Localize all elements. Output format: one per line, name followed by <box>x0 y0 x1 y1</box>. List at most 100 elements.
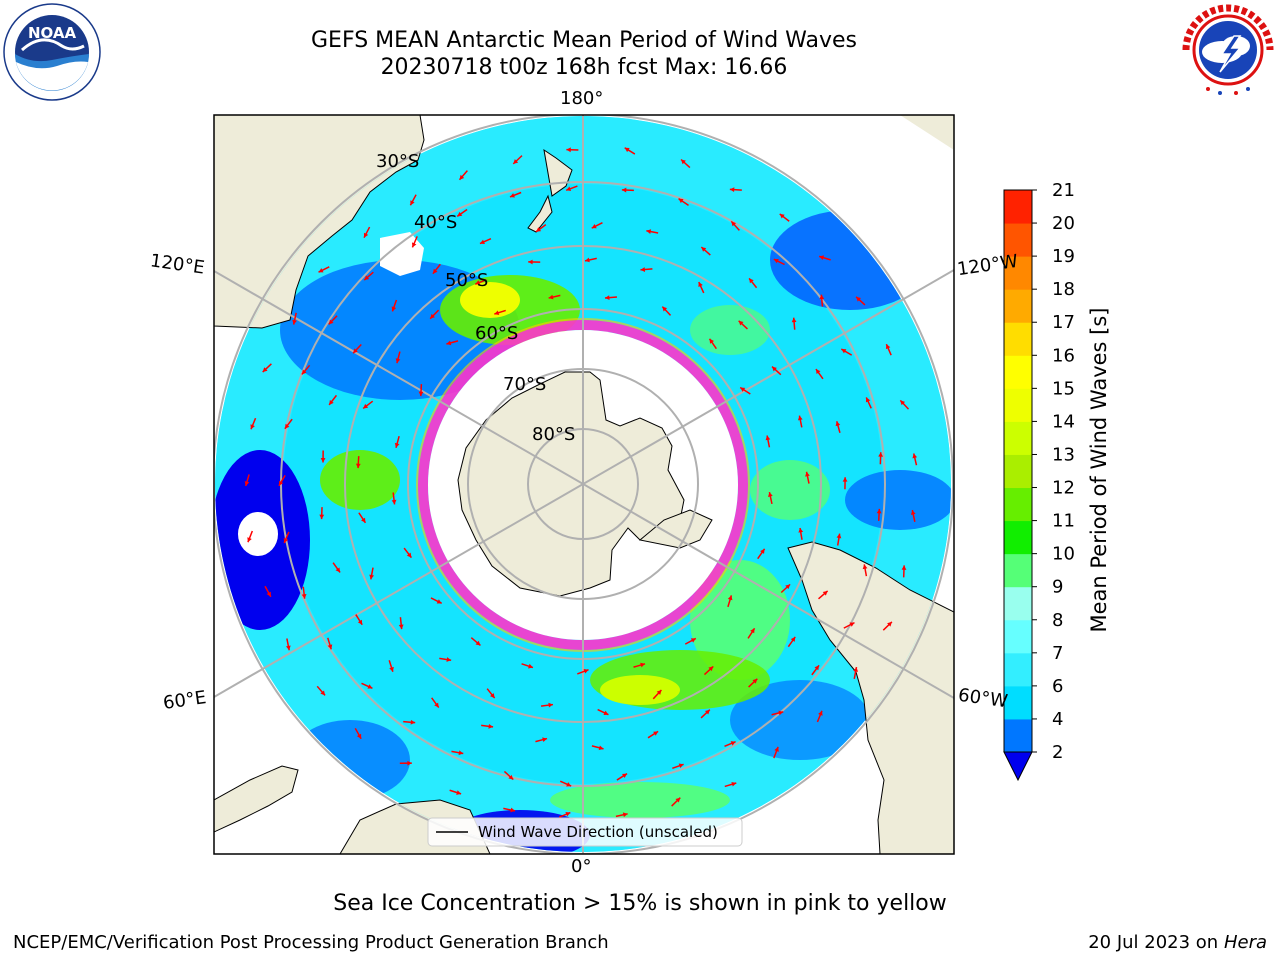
wind-wave-arrowhead <box>887 621 892 627</box>
wind-wave-arrowhead <box>329 399 334 405</box>
wind-wave-arrowhead <box>814 665 820 671</box>
wind-wave-arrowhead <box>548 702 553 708</box>
wind-wave-arrowhead <box>509 193 515 198</box>
wind-wave-arrowhead <box>250 424 255 430</box>
colorbar-segment <box>1004 619 1032 654</box>
colorbar-segment <box>1004 718 1032 753</box>
colorbar-segment <box>1004 520 1032 555</box>
wind-wave-arrowhead <box>653 731 659 736</box>
wind-wave-arrowhead <box>566 147 571 153</box>
wind-wave-arrowhead <box>752 678 758 684</box>
wind-wave-arrowhead <box>536 227 542 232</box>
wind-wave-arrows <box>244 147 918 818</box>
wind-wave-arrowhead <box>640 267 646 272</box>
wind-wave-arrowhead <box>262 367 268 373</box>
wind-wave-arrowhead <box>791 317 797 323</box>
colorbar-segment <box>1004 256 1032 290</box>
wind-wave-arrowhead <box>749 278 754 284</box>
wind-wave-arrowhead <box>364 275 370 281</box>
colorbar-tick-label: 13 <box>1052 444 1075 465</box>
wind-wave-arrowhead <box>266 591 271 597</box>
colorbar-tick-label: 10 <box>1052 544 1075 565</box>
colorbar-segment <box>1004 190 1032 224</box>
wind-wave-arrowhead <box>876 508 882 514</box>
wind-wave-arrowhead <box>369 574 374 580</box>
wind-wave-arrowhead <box>640 662 646 668</box>
wind-wave-arrowhead <box>357 619 363 625</box>
wind-wave-arrowhead <box>862 564 868 570</box>
wind-wave-arrowhead <box>912 453 918 459</box>
wind-wave-arrowhead <box>494 310 500 316</box>
wind-wave-arrowhead <box>598 745 604 751</box>
wind-wave-arrowhead <box>418 391 424 397</box>
colorbar-segment <box>1004 685 1032 720</box>
wind-wave-arrowhead <box>622 773 628 779</box>
wind-wave-arrowhead <box>566 782 572 787</box>
wind-wave-arrowhead <box>731 781 737 787</box>
wind-wave-arrowhead <box>624 147 630 153</box>
wind-wave-arrowhead <box>750 628 755 634</box>
wind-wave-arrowhead <box>836 533 842 539</box>
wind-wave-arrowhead <box>798 527 804 533</box>
noaa-logo-text: NOAA <box>28 24 77 42</box>
wind-wave-arrowhead <box>446 657 452 662</box>
wind-wave-arrowhead <box>731 221 737 227</box>
wind-wave-arrowhead <box>410 200 415 206</box>
wind-wave-arrowhead <box>818 710 823 716</box>
wind-wave-arrowhead <box>395 358 401 364</box>
wind-wave-arrowhead <box>320 690 326 696</box>
wind-wave-arrowhead <box>565 811 571 817</box>
wind-wave-arrowhead <box>729 187 735 193</box>
wind-wave-arrowhead <box>591 224 597 229</box>
colorbar-segment <box>1004 223 1032 257</box>
wind-wave-arrowhead <box>247 537 252 543</box>
wind-wave-arrowhead <box>774 746 779 752</box>
wind-wave-arrowhead <box>488 723 494 729</box>
wind-wave-arrowhead <box>621 187 627 193</box>
wind-wave-arrowhead <box>738 320 744 326</box>
wind-wave-arrowhead <box>363 232 369 238</box>
colorbar-segment <box>1004 487 1032 522</box>
colorbar-tick-label: 9 <box>1052 577 1063 598</box>
colorbar-tick-label: 18 <box>1052 279 1075 300</box>
nws-logo <box>1180 2 1276 98</box>
colorbar-segment <box>1004 454 1032 489</box>
wind-wave-arrowhead <box>456 790 462 795</box>
wind-wave-arrowhead <box>678 763 684 769</box>
wind-wave-arrowhead <box>410 719 416 725</box>
machine-name: Hera <box>1223 932 1267 953</box>
map-legend: Wind Wave Direction (unscaled) <box>427 817 743 847</box>
wind-wave-arrowhead <box>548 294 554 300</box>
noaa-logo: NOAA <box>3 3 101 101</box>
wind-wave-arrowhead <box>479 239 485 244</box>
wind-wave-arrowhead <box>513 159 519 164</box>
legend-label: Wind Wave Direction (unscaled) <box>478 823 718 841</box>
wind-wave-arrowhead <box>698 282 703 287</box>
wind-wave-arrowhead <box>407 760 412 766</box>
wind-wave-arrowhead <box>701 247 707 252</box>
colorbar-tick-label: 14 <box>1052 411 1075 432</box>
colorbar-tick-label: 4 <box>1052 709 1063 730</box>
sea-ice-note: Sea Ice Concentration > 15% is shown in … <box>333 891 947 916</box>
wind-wave-arrowhead <box>778 710 784 716</box>
wind-wave-arrowhead <box>785 584 791 590</box>
wind-wave-arrowhead <box>760 548 765 554</box>
colorbar-segment <box>1004 421 1032 455</box>
wind-wave-arrowhead <box>327 644 333 650</box>
wind-wave-arrowhead <box>797 415 803 421</box>
wind-wave-arrowhead <box>367 684 373 689</box>
wind-wave-arrowhead <box>727 595 733 601</box>
wind-wave-arrowhead <box>772 366 777 372</box>
wind-wave-arrowhead <box>301 594 307 599</box>
lat-label-30s: 30°S <box>376 151 420 172</box>
wind-wave-arrowhead <box>475 640 481 646</box>
wind-wave-arrowhead <box>356 733 362 739</box>
colorbar-tick-label: 19 <box>1052 246 1075 267</box>
colorbar-tick-label: 2 <box>1052 742 1063 763</box>
wind-wave-arrowhead <box>283 538 289 543</box>
wind-wave-arrowhead <box>822 590 828 596</box>
wind-wave-arrowhead <box>853 667 859 672</box>
wind-wave-arrowhead <box>768 492 773 497</box>
land-africa <box>214 765 299 833</box>
